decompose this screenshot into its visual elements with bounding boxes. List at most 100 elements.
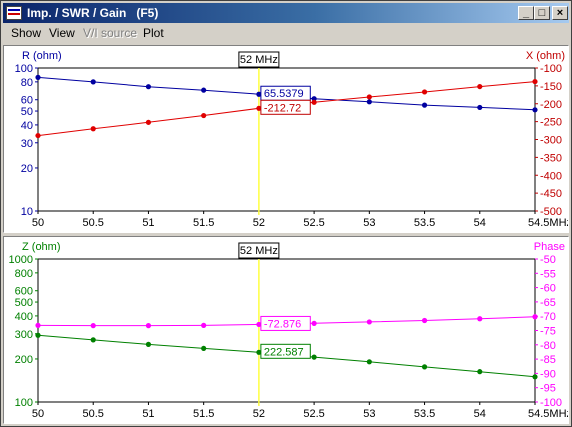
title-bar[interactable]: Imp. / SWR / Gain (F5) _ □ × — [3, 3, 569, 23]
zp-x-tick-label: 53 — [363, 408, 375, 420]
menu-show[interactable]: Show — [11, 26, 42, 40]
zp-right-tick-label: -65 — [540, 297, 556, 309]
rx-right-tick-label: -150 — [540, 81, 562, 93]
zp-left-tick-label: 100 — [15, 397, 33, 409]
zp-series-0-point — [35, 332, 41, 338]
zp-right-tick-label: -75 — [540, 326, 556, 338]
rx-left-tick-label: 10 — [21, 206, 33, 218]
rx-series-1-point — [532, 78, 538, 85]
rx-series-1-point — [477, 83, 483, 90]
close-button[interactable]: × — [552, 6, 568, 20]
zp-series-0-point — [145, 341, 152, 347]
rx-left-tick-label: 60 — [21, 95, 33, 107]
rx-x-tick-label: 51.5 — [193, 217, 214, 229]
rx-x-tick-label: 54 — [474, 217, 486, 229]
rx-series-0-point — [35, 74, 41, 80]
zp-left-tick-label: 500 — [15, 297, 33, 309]
zp-x-tick-label: 52 — [253, 408, 265, 420]
rx-left-tick-label: 50 — [21, 106, 33, 118]
rx-series-1-point — [201, 112, 207, 119]
rx-left-tick-label: 20 — [21, 163, 33, 175]
rx-series-0-point — [532, 107, 538, 113]
zp-left-tick-label: 1000 — [9, 254, 33, 266]
zp-right-tick-label: -70 — [540, 311, 556, 323]
rx-x-tick-label: 50.5 — [83, 217, 104, 229]
menu-plot[interactable]: Plot — [143, 26, 164, 40]
rx-series-1-point — [35, 132, 41, 139]
rx-x-tick-label: 53 — [363, 217, 375, 229]
zp-right-tick-label: -85 — [540, 354, 556, 366]
zp-right-axis-label: Phase — [534, 241, 565, 253]
zp-readout-value: 222.587 — [264, 346, 304, 358]
zp-series-1-point — [421, 317, 428, 324]
zp-series-1-point — [477, 316, 483, 322]
rx-series-0-point — [311, 96, 317, 102]
window-title: Imp. / SWR / Gain (F5) — [27, 6, 159, 20]
minimize-button[interactable]: _ — [518, 6, 534, 20]
menu-bar: Show View V/I source Plot — [3, 24, 569, 42]
maximize-button[interactable]: □ — [534, 6, 550, 20]
zp-readout-box — [260, 315, 311, 331]
zp-series-1-point — [532, 314, 538, 320]
rx-left-tick-label: 80 — [21, 77, 33, 89]
zp-x-tick-label: 53.5 — [414, 408, 435, 420]
rx-right-tick-label: -400 — [540, 170, 562, 182]
rx-series-1-point — [90, 126, 96, 132]
rx-series-0-point — [90, 79, 96, 85]
rx-marker-label: 52 MHz — [240, 54, 278, 66]
zp-marker-label: 52 MHz — [240, 245, 278, 257]
zp-series-1-point — [90, 323, 96, 329]
menu-vi-source[interactable]: V/I source — [83, 26, 138, 40]
zp-x-tick-label: 51.5 — [193, 408, 214, 420]
chart-app-icon — [6, 6, 22, 20]
zp-series-0-point — [532, 374, 538, 380]
impedance-z-phase-chart-panel: Z (ohm) Phase 1000 800 600 500 400 300 200 100 -50… — [3, 236, 569, 424]
zp-readout-box — [260, 343, 311, 359]
rx-right-tick-label: -100 — [540, 63, 562, 75]
rx-series-0-point — [256, 91, 262, 97]
zp-x-tick-label: 52.5 — [303, 408, 324, 420]
rx-left-tick-label: 40 — [21, 120, 33, 132]
rx-series-0-point — [145, 84, 152, 90]
rx-x-tick-label: 51 — [142, 217, 154, 229]
rx-x-tick-label: 54.5MHz — [528, 217, 568, 229]
menu-view[interactable]: View — [49, 26, 75, 40]
rx-series-1-point — [421, 89, 428, 95]
zp-series-0-point — [421, 364, 428, 370]
zp-series-1-point — [201, 322, 207, 328]
zp-x-tick-label: 54.5MHz — [528, 408, 568, 420]
zp-x-tick-label: 54 — [474, 408, 486, 420]
impedance-r-x-chart-panel: R (ohm) X (ohm) 100 80 60 50 40 30 20 10 -100 -150-… — [3, 45, 569, 233]
rx-readout-value: -212.72 — [264, 102, 301, 114]
zp-x-tick-label: 50 — [32, 408, 44, 420]
rx-left-tick-label: 100 — [15, 63, 33, 75]
zp-series-1-point — [366, 319, 372, 325]
rx-right-tick-label: -500 — [540, 206, 562, 218]
rx-right-tick-label: -250 — [540, 117, 562, 129]
rx-right-tick-label: -350 — [540, 152, 562, 164]
zp-series-0-point — [366, 359, 372, 365]
rx-series-1-point — [145, 119, 152, 125]
zp-right-tick-label: -50 — [540, 254, 556, 266]
rx-right-axis-label: X (ohm) — [526, 50, 565, 62]
zp-right-tick-label: -80 — [540, 340, 556, 352]
zp-series-0-point — [201, 345, 207, 352]
rx-x-tick-label: 50 — [32, 217, 44, 229]
zp-x-tick-label: 51 — [142, 408, 154, 420]
zp-series-1-point — [256, 321, 262, 328]
zp-left-tick-label: 200 — [15, 354, 33, 366]
rx-x-tick-label: 52.5 — [303, 217, 324, 229]
zp-series-1-point — [145, 323, 152, 329]
zp-right-tick-label: -60 — [540, 283, 556, 295]
zp-readout-value: -72.876 — [264, 318, 301, 330]
zp-series-0-point — [256, 349, 262, 355]
r-x-chart[interactable]: R (ohm) X (ohm)10080605040302010-100-150-… — [4, 46, 568, 232]
rx-series-0-point — [201, 87, 207, 93]
zp-series-0-point — [477, 369, 483, 375]
rx-series-1-point — [366, 94, 372, 100]
zp-left-axis-label: Z (ohm) — [22, 241, 61, 253]
rx-readout-box — [260, 99, 311, 115]
zp-left-tick-label: 600 — [15, 286, 33, 298]
